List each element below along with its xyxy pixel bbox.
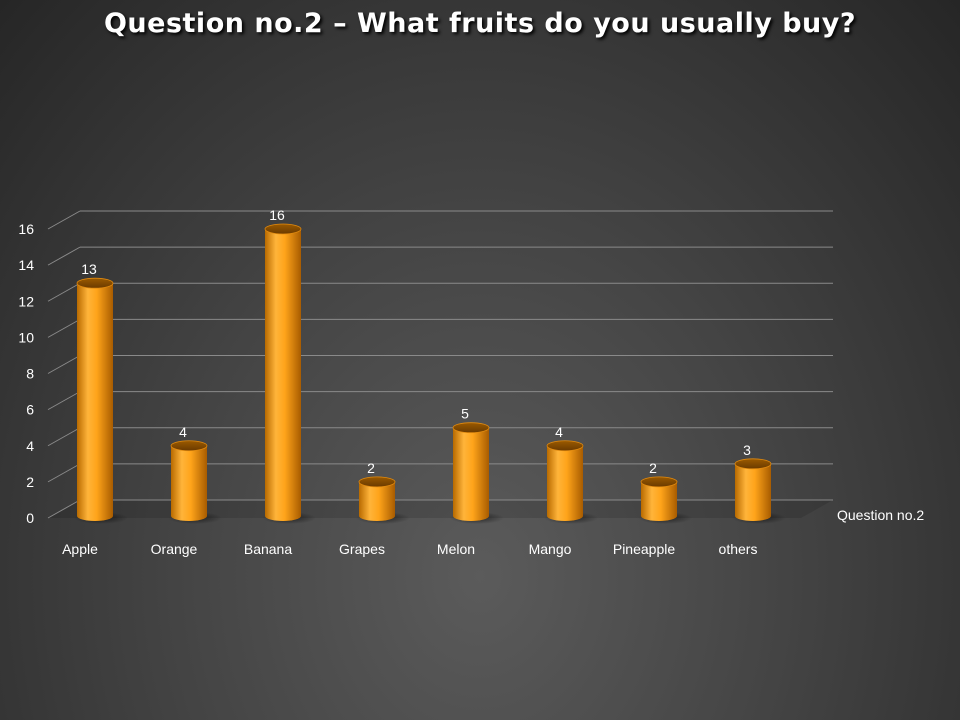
bar-top <box>358 476 396 488</box>
x-tick-label: Mango <box>529 541 572 557</box>
axis-layer: 0 2 4 6 8 10 12 14 16 <box>18 221 34 526</box>
data-label: 5 <box>461 406 469 422</box>
x-tick-label: Banana <box>244 541 292 557</box>
bar <box>641 481 677 521</box>
gridline-side <box>47 318 81 338</box>
data-label: 16 <box>269 207 285 223</box>
data-label: 13 <box>81 261 97 277</box>
x-tick-label: others <box>719 541 758 557</box>
y-tick-label: 8 <box>26 366 34 382</box>
grid-layer <box>47 210 833 519</box>
bar <box>171 445 207 521</box>
gridline-side <box>47 391 81 411</box>
legend-entry: Question no.2 <box>837 507 924 523</box>
data-label: 3 <box>743 442 751 458</box>
x-tick-label: Melon <box>437 541 475 557</box>
y-tick-label: 14 <box>18 257 34 273</box>
y-tick-label: 0 <box>26 510 34 526</box>
data-label: 4 <box>555 424 563 440</box>
data-label: 4 <box>179 424 187 440</box>
y-tick-label: 10 <box>18 329 34 345</box>
gridline-side <box>47 463 81 483</box>
x-tick-label: Pineapple <box>613 541 675 557</box>
y-tick-label: 12 <box>18 293 34 309</box>
gridline-side <box>47 355 81 374</box>
bar-top <box>264 223 302 235</box>
bar-top <box>76 277 114 289</box>
bar-layer <box>74 223 786 524</box>
gridline-side <box>47 210 81 230</box>
x-tick-label: Orange <box>151 541 198 557</box>
bar <box>77 283 113 521</box>
y-tick-label: 4 <box>26 438 34 454</box>
label-layer: 13 Apple 4 Orange 16 Banana 2 Grapes 5 Melon 4 Mang… <box>62 207 924 557</box>
x-tick-label: Grapes <box>339 541 385 557</box>
y-tick-label: 16 <box>18 221 34 237</box>
bar-top <box>546 440 584 452</box>
chart-floor <box>48 500 833 518</box>
bar <box>735 463 771 521</box>
x-tick-label: Apple <box>62 541 98 557</box>
bar <box>547 445 583 521</box>
bar <box>359 481 395 521</box>
data-label: 2 <box>367 460 375 476</box>
bar-top <box>640 476 678 488</box>
gridline-side <box>47 427 81 447</box>
bar-top <box>734 458 772 470</box>
data-label: 2 <box>649 460 657 476</box>
chart-title: Question no.2 – What fruits do you usual… <box>103 8 857 39</box>
gridline-side <box>47 499 81 519</box>
y-tick-label: 2 <box>26 474 34 490</box>
bar-top <box>170 440 208 452</box>
bar-top <box>452 422 490 434</box>
gridline-side <box>47 246 81 266</box>
bar <box>265 229 301 521</box>
y-tick-label: 6 <box>26 402 34 418</box>
gridline-side <box>47 282 81 302</box>
bar <box>453 427 489 521</box>
